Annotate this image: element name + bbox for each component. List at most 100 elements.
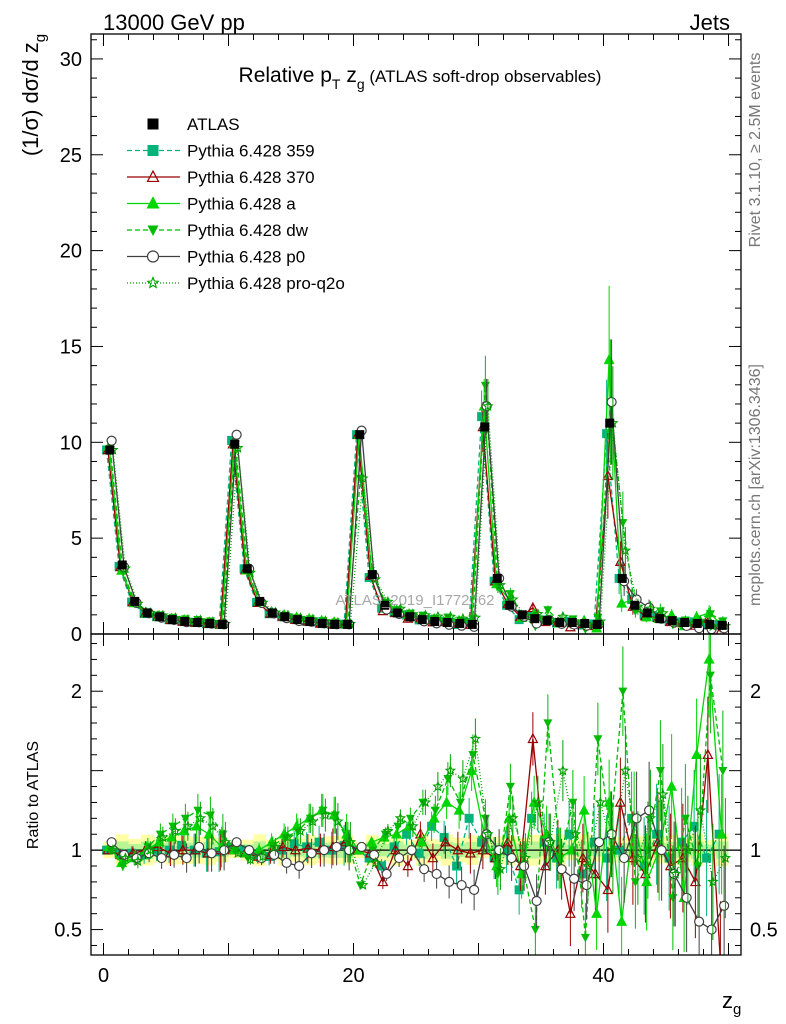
series-point — [616, 597, 628, 608]
series-ratio-point — [544, 836, 557, 847]
series-ratio-point — [482, 828, 494, 840]
series-ratio-point — [289, 843, 301, 855]
atlas-data-point — [367, 570, 377, 580]
series-ratio-point — [682, 844, 694, 856]
series-ratio-point — [456, 879, 467, 891]
x-axis-label: zg — [722, 988, 741, 1018]
legend-label: Pythia 6.428 p0 — [187, 248, 305, 267]
series-ratio-point — [452, 843, 464, 855]
chart-title: Relative pT zg (ATLAS soft-drop observab… — [239, 64, 602, 92]
atlas-data-point — [317, 618, 327, 628]
series-ratio-point — [289, 839, 299, 849]
series-ratio-point — [594, 837, 605, 848]
series-ratio-point — [539, 859, 551, 871]
series-ratio-point — [181, 852, 192, 864]
series-ratio-point — [157, 831, 169, 843]
series-ratio-point — [282, 831, 294, 843]
series-ratio-point — [344, 845, 355, 856]
atlas-data-point — [330, 619, 340, 629]
atlas-data-point — [605, 418, 615, 428]
atlas-data-point — [142, 608, 152, 618]
series-ratio-point — [530, 925, 540, 935]
series-point — [106, 435, 117, 446]
atlas-data-point — [667, 616, 677, 626]
series-ratio-point — [702, 853, 712, 863]
series-point — [469, 611, 482, 623]
series-ratio-point — [505, 782, 515, 792]
series-ratio-point — [477, 843, 489, 855]
series-ratio-point — [107, 844, 119, 856]
series-ratio-point — [394, 812, 407, 824]
series-point — [603, 353, 615, 365]
series-point — [477, 412, 487, 422]
atlas-data-point — [642, 608, 652, 618]
series-ratio-point — [391, 828, 403, 839]
atlas-data-point — [267, 608, 277, 618]
atlas-data-point — [617, 573, 627, 583]
x-tick-label: 20 — [342, 965, 364, 987]
series-2-ratio — [103, 634, 728, 955]
series-point — [606, 396, 617, 408]
series-ratio-point — [419, 864, 430, 875]
legend-marker — [147, 225, 159, 236]
atlas-data-point — [680, 617, 690, 627]
x-axis-label-main: z — [722, 988, 733, 1013]
y-tick-label: 30 — [60, 49, 82, 71]
series-ratio-point — [669, 868, 682, 879]
series-ratio-point — [232, 847, 244, 859]
series-ratio-point — [177, 840, 187, 850]
series-ratio-point — [718, 767, 728, 776]
series-ratio-point — [594, 796, 607, 808]
ratio-y-tick-label-right: 1 — [750, 840, 761, 862]
series-ratio-point — [206, 848, 217, 859]
series-ratio-point — [644, 805, 655, 816]
series-ratio-line — [109, 675, 724, 938]
y-tick-label: 10 — [60, 432, 82, 454]
series-4-main — [106, 339, 730, 634]
series-4-ratio — [106, 761, 730, 955]
series-ratio-point — [564, 829, 574, 839]
series-ratio-point — [427, 821, 437, 831]
ratio-plot-area — [91, 634, 741, 965]
series-ratio-point — [657, 788, 669, 800]
y-tick-label: 20 — [60, 241, 82, 263]
legend-label: Pythia 6.428 pro-q2o — [187, 274, 345, 293]
series-ratio-point — [244, 853, 257, 865]
series-ratio-point — [169, 849, 180, 860]
atlas-data-point — [717, 620, 727, 630]
atlas-data-point — [292, 615, 302, 625]
energy-label: 13000 GeV pp — [103, 10, 245, 35]
series-ratio-point — [532, 796, 544, 808]
series-ratio-point — [407, 820, 419, 832]
series-ratio-point — [691, 748, 703, 760]
series-ratio-point — [706, 924, 717, 935]
title-mid: z — [340, 64, 356, 87]
series-point — [543, 606, 553, 615]
series-ratio-point — [428, 812, 440, 823]
series-ratio-point — [469, 884, 480, 895]
series-ratio-point — [631, 813, 642, 824]
atlas-data-point — [442, 617, 452, 627]
series-ratio-point — [582, 860, 594, 871]
atlas-data-point — [305, 617, 315, 627]
series-ratio-point — [231, 837, 242, 848]
series-ratio-point — [618, 687, 628, 697]
series-ratio-point — [414, 828, 426, 839]
series-ratio-point — [716, 956, 725, 965]
series-ratio-point — [431, 868, 442, 880]
series-ratio-point — [430, 806, 440, 816]
series-ratio-point — [178, 824, 190, 836]
series-ratio-point — [381, 868, 392, 880]
series-ratio-point — [219, 836, 232, 847]
series-ratio-point — [369, 856, 382, 868]
atlas-data-point — [705, 619, 715, 629]
series-ratio-point — [614, 796, 626, 807]
series-ratio-point — [307, 815, 319, 827]
series-ratio-point — [502, 845, 512, 855]
series-point — [480, 381, 490, 391]
series-ratio-point — [569, 873, 580, 884]
series-ratio-point — [257, 850, 269, 862]
series-ratio-point — [119, 852, 132, 863]
atlas-data-point — [180, 617, 190, 627]
atlas-data-point — [480, 422, 490, 432]
